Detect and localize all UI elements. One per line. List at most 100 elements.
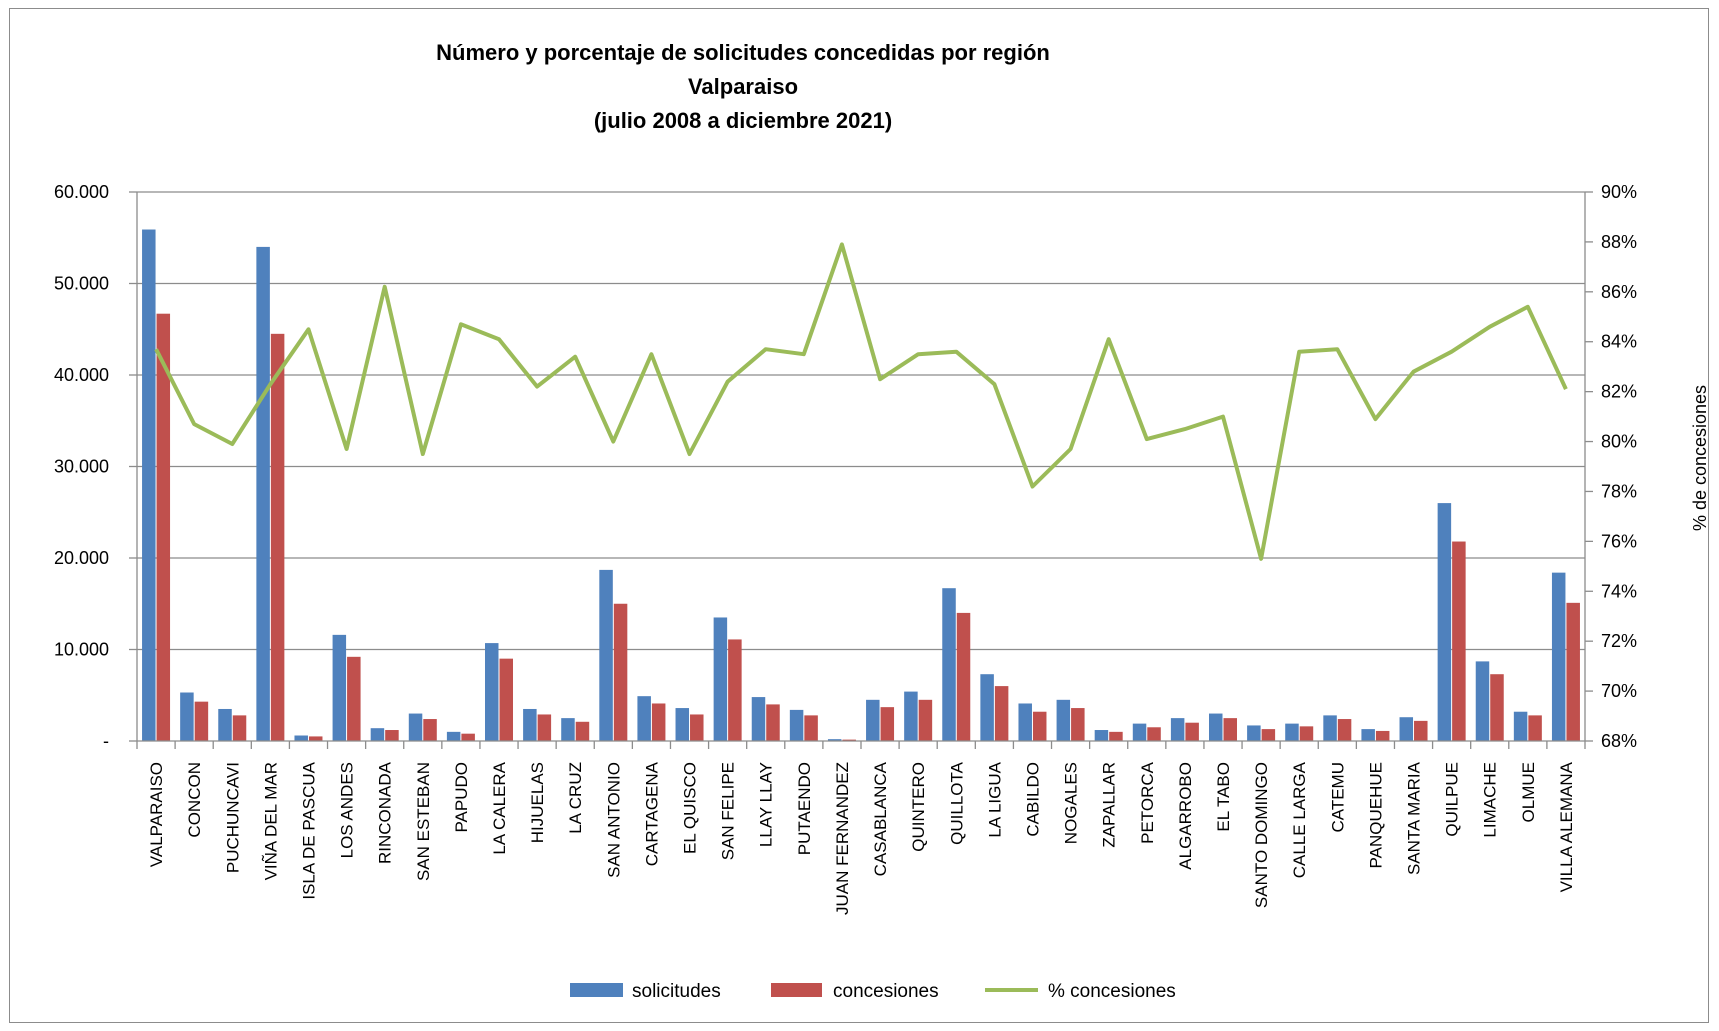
bar-solicitudes (637, 696, 651, 741)
category-label: CARTAGENA (642, 761, 661, 866)
bar-solicitudes (1056, 699, 1071, 741)
category-label: ZAPALLAR (1100, 762, 1119, 848)
bar-concesiones (1566, 602, 1580, 741)
legend-label-percent: % concesiones (1048, 981, 1176, 1002)
bar-solicitudes (751, 697, 766, 741)
bar-concesiones (1071, 708, 1085, 741)
line-percent-concesiones (154, 242, 1568, 561)
bar-solicitudes (1437, 503, 1452, 741)
category-label: VILLA ALEMANA (1557, 761, 1576, 892)
category-label: SAN FELIPE (719, 762, 738, 860)
bar-solicitudes (713, 617, 728, 741)
bar-concesiones (1299, 726, 1314, 741)
category-label: QUILLOTA (947, 761, 966, 844)
right-tick-label: 90% (1601, 182, 1637, 202)
bar-concesiones (1452, 541, 1466, 741)
right-tick-label: 84% (1601, 332, 1637, 352)
bar-solicitudes (523, 708, 537, 741)
right-tick-label: 78% (1601, 481, 1637, 501)
bar-concesiones (918, 699, 933, 741)
right-axis-ticks: 68% 70% 72% 74% 76% 78% 80% 82% 84% 86% 88% 90% (1601, 182, 1637, 751)
category-label: SANTO DOMINGO (1252, 762, 1271, 908)
bar-solicitudes (408, 713, 423, 741)
category-label: ALGARROBO (1176, 762, 1195, 870)
bar-solicitudes (332, 634, 347, 741)
right-tick-label: 70% (1601, 681, 1637, 701)
bar-solicitudes (789, 709, 804, 741)
bar-solicitudes (1094, 730, 1109, 741)
bar-solicitudes (561, 718, 575, 741)
bar-solicitudes (1209, 713, 1223, 741)
percent-line (154, 242, 1568, 561)
legend-swatch-concesiones (771, 983, 822, 997)
category-label: SAN ANTONIO (604, 762, 623, 878)
bar-concesiones (347, 656, 361, 741)
category-label: QUINTERO (909, 762, 928, 852)
right-axis-title: % de concesiones (1690, 385, 1710, 531)
legend-label-solicitudes: solicitudes (632, 981, 721, 1002)
bar-solicitudes (827, 739, 842, 741)
bar-solicitudes (980, 674, 994, 741)
bar-concesiones (194, 701, 209, 741)
right-tick-label: 86% (1601, 282, 1637, 302)
category-label: SANTA MARIA (1405, 761, 1424, 875)
category-label: LA CALERA (490, 761, 509, 854)
bar-concesiones (537, 714, 552, 741)
bar-solicitudes (1170, 718, 1185, 741)
bar-concesiones (385, 730, 399, 741)
right-tick-label: 74% (1601, 581, 1637, 601)
bar-solicitudes (370, 728, 385, 741)
right-tick-label: 88% (1601, 232, 1637, 252)
bar-solicitudes (599, 569, 613, 741)
bar-solicitudes (1018, 703, 1032, 741)
category-label: RINCONADA (376, 761, 395, 864)
bar-concesiones (1147, 727, 1161, 741)
bar-concesiones (804, 715, 818, 741)
category-label: LOS ANDES (338, 762, 357, 858)
bar-solicitudes (1323, 715, 1337, 741)
bar-concesiones (613, 603, 628, 741)
bar-concesiones (1375, 730, 1390, 741)
category-label: CALLE LARGA (1290, 761, 1309, 878)
category-label: PANQUEHUE (1366, 762, 1385, 868)
bar-solicitudes (142, 229, 156, 741)
category-label: PETORCA (1138, 761, 1157, 844)
left-tick-label: 50.000 (54, 274, 109, 294)
bar-concesiones (651, 703, 666, 741)
bar-concesiones (232, 715, 247, 741)
bar-solicitudes (904, 691, 918, 741)
left-tick-label: 20.000 (54, 548, 109, 568)
left-tick-label: 30.000 (54, 457, 109, 477)
bar-concesiones (728, 639, 742, 741)
chart-title-line-1: Número y porcentaje de solicitudes conce… (436, 40, 1050, 65)
bar-concesiones (994, 686, 1009, 741)
right-tick-label: 80% (1601, 432, 1637, 452)
bar-solicitudes (1475, 661, 1490, 741)
axes (129, 191, 1593, 749)
category-label: PUCHUNCAVI (223, 762, 242, 873)
category-label: CATEMU (1328, 762, 1347, 833)
bar-concesiones (270, 333, 285, 741)
bar-solicitudes (485, 643, 499, 741)
left-tick-label: 40.000 (54, 365, 109, 385)
left-tick-label: 10.000 (54, 640, 109, 660)
category-label: NOGALES (1062, 762, 1081, 844)
category-label: CASABLANCA (871, 761, 890, 876)
bar-concesiones (880, 707, 895, 741)
bar-concesiones (1185, 722, 1199, 741)
category-label: VALPARAISO (147, 762, 166, 867)
left-axis-ticks: - 10.000 20.000 30.000 40.000 50.000 60.000 (54, 182, 109, 751)
bar-solicitudes (180, 692, 194, 741)
bar-concesiones (956, 612, 971, 741)
category-label: EL TABO (1214, 762, 1233, 832)
bar-solicitudes (1285, 723, 1299, 741)
bar-solicitudes (446, 731, 461, 741)
category-label: PAPUDO (452, 762, 471, 833)
category-label: LA LIGUA (985, 761, 1004, 837)
bar-concesiones (690, 714, 704, 741)
category-label: EL QUISCO (681, 762, 700, 854)
chart-title: Número y porcentaje de solicitudes conce… (436, 40, 1050, 133)
category-label: CABILDO (1024, 762, 1043, 837)
category-label: OLMUE (1519, 762, 1538, 822)
